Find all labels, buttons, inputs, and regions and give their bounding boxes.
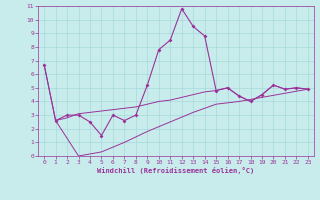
X-axis label: Windchill (Refroidissement éolien,°C): Windchill (Refroidissement éolien,°C) — [97, 167, 255, 174]
